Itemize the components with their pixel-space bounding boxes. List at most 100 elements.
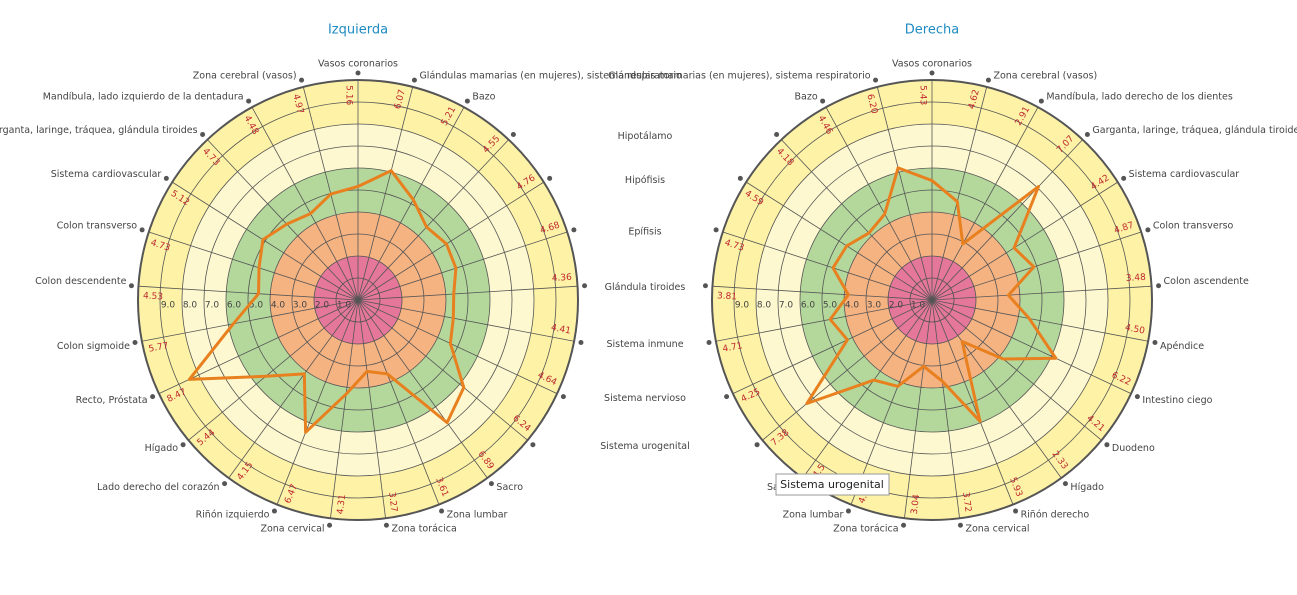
axis-dot: [1084, 132, 1090, 138]
axis-dot: [327, 522, 333, 528]
shared-axis-label: Hipotálamo: [618, 131, 673, 142]
spoke: [188, 299, 359, 441]
axis-label: Recto, Próstata: [76, 395, 148, 406]
r-tick-label: 9.0: [161, 301, 176, 311]
axis-label: Sistema cardiovascular: [51, 169, 162, 180]
r-tick-label: 2.0: [315, 301, 330, 311]
r-tick-label: 9.0: [735, 301, 750, 311]
axis-label: Zona cerebral (vasos): [193, 71, 297, 82]
axis-dot: [411, 77, 417, 83]
band: [844, 212, 1020, 388]
value-label: 4.53: [143, 291, 164, 302]
value-label: 3.27: [386, 492, 398, 513]
spoke: [330, 299, 359, 519]
spoke: [762, 299, 933, 441]
axis-dot: [706, 340, 712, 346]
axis-dot: [271, 508, 277, 514]
axis-dot: [246, 98, 252, 104]
value-label: 3.48: [1126, 273, 1147, 284]
axis-label: Colon transverso: [1153, 220, 1234, 231]
axis-dot: [299, 77, 305, 83]
value-label: 4.31: [336, 494, 348, 515]
axis-dot: [488, 481, 494, 487]
axis-dot: [200, 132, 206, 138]
spoke: [931, 299, 1062, 479]
tooltip-box: [775, 473, 890, 496]
value-label: 4.41: [550, 323, 572, 337]
value-label: 3.81: [717, 291, 738, 302]
axis-label: Mandíbula, lado derecho de los dientes: [1046, 92, 1232, 103]
spoke: [712, 285, 933, 301]
axis-dot: [724, 394, 730, 400]
axis-dot: [582, 283, 588, 289]
r-tick-label: 1.0: [337, 301, 352, 311]
spoke: [732, 299, 933, 395]
axis-dot: [150, 394, 156, 400]
spoke: [357, 107, 465, 301]
axis-dot: [222, 481, 228, 487]
axis-dot: [957, 522, 963, 528]
spoke: [276, 299, 359, 505]
axis-dot: [383, 522, 389, 528]
shared-axis-label: Hipófisis: [625, 175, 665, 186]
axis-label: Riñón derecho: [1021, 510, 1090, 521]
axis-dot: [929, 70, 935, 76]
axis-label: Zona torácica: [391, 524, 456, 535]
r-tick-label: 4.0: [271, 301, 286, 311]
shared-axis-label: Sistema nervioso: [604, 393, 686, 404]
axis-label: Zona cervical: [965, 524, 1029, 535]
data-line: [187, 169, 466, 434]
spoke: [931, 139, 1083, 301]
axis-label: Hígado: [145, 443, 179, 454]
axis-dot: [132, 340, 138, 346]
axis-dot: [560, 394, 566, 400]
tooltip-text: Sistema urogenital: [780, 478, 884, 491]
spoke: [931, 299, 1149, 342]
r-tick-label: 8.0: [183, 301, 198, 311]
tooltip: Sistema urogenital: [775, 473, 890, 496]
spoke: [876, 86, 933, 301]
spoke: [357, 139, 509, 301]
axis-dot: [571, 227, 577, 233]
spoke: [931, 231, 1142, 301]
spoke: [228, 299, 359, 479]
axis-label: Zona cervical: [260, 524, 324, 535]
spoke: [357, 299, 488, 479]
spoke: [931, 86, 988, 301]
value-label: 4.50: [1124, 323, 1146, 337]
r-tick-label: 6.0: [227, 301, 242, 311]
spoke: [931, 299, 1102, 441]
spoke: [357, 285, 578, 301]
axis-label: Zona lumbar: [783, 510, 844, 521]
axis-dot: [1145, 227, 1151, 233]
axis-label: Sistema cardiovascular: [1129, 169, 1240, 180]
radar-chart: Derecha 1.0 2.0 3.0 4.0 5.0 6.0 7.0 8.0 9.0 Vasos …: [608, 23, 1297, 535]
axis-dot: [139, 227, 145, 233]
r-tick-label: 6.0: [801, 301, 816, 311]
axis-dot: [530, 442, 536, 448]
axis-dot: [355, 70, 361, 76]
spoke: [172, 181, 359, 301]
axis-dot: [464, 98, 470, 104]
axis-label: Bazo: [472, 92, 495, 103]
axis-label: Riñón izquierdo: [196, 510, 270, 521]
value-label: 5.16: [343, 85, 353, 105]
axis-dot: [820, 98, 826, 104]
axis-dot: [737, 175, 743, 181]
r-tick-label: 1.0: [911, 301, 926, 311]
axis-label: Garganta, laringe, tráquea, glándula tir…: [0, 125, 198, 136]
spoke: [357, 299, 528, 441]
spoke: [251, 107, 359, 301]
axis-dot: [1104, 442, 1110, 448]
axis-dot: [702, 283, 708, 289]
spoke: [802, 299, 933, 479]
chart-title: Derecha: [905, 23, 959, 38]
spoke: [357, 299, 440, 505]
band: [226, 168, 490, 432]
value-label: 3.72: [960, 492, 972, 513]
r-tick-label: 5.0: [823, 301, 838, 311]
value-label: 6.20: [864, 93, 879, 115]
outer-ring: [137, 79, 579, 521]
axis-label: Zona lumbar: [447, 510, 508, 521]
